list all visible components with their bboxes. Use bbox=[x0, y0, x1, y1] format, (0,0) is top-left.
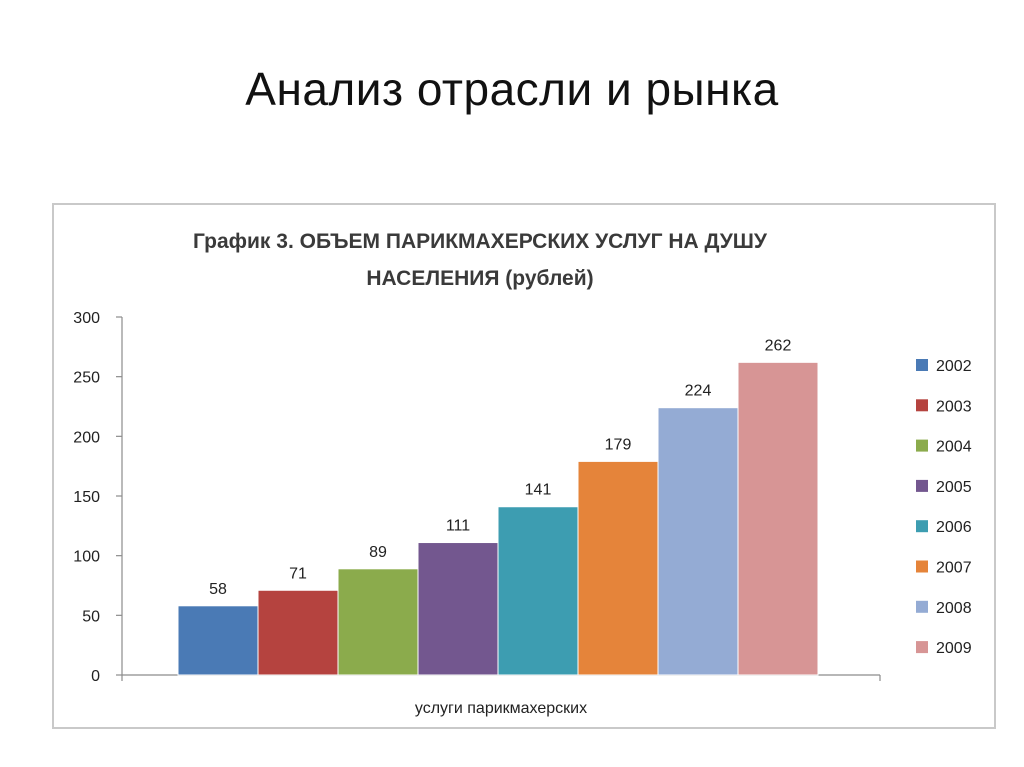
legend-swatch-2002 bbox=[916, 359, 928, 371]
y-tick-label: 200 bbox=[73, 429, 100, 446]
legend-label-2008: 2008 bbox=[936, 600, 972, 617]
legend-swatch-2008 bbox=[916, 600, 928, 613]
bar-2003 bbox=[257, 589, 339, 676]
legend-swatch-2006 bbox=[916, 520, 928, 533]
slide-title: Анализ отрасли и рынка bbox=[245, 63, 779, 115]
legend-swatch-2005 bbox=[916, 479, 928, 492]
legend-label-2005: 2005 bbox=[936, 479, 972, 496]
chart-title-line1: График 3. ОБЪЕМ ПАРИКМАХЕРСКИХ УСЛУГ НА … bbox=[193, 230, 768, 253]
data-label-2008: 224 bbox=[685, 383, 712, 400]
x-axis-label: услуги парикмахерских bbox=[415, 700, 587, 717]
legend-label-2009: 2009 bbox=[936, 640, 972, 657]
legend-label-2004: 2004 bbox=[936, 439, 972, 456]
legend-label-2003: 2003 bbox=[936, 398, 972, 415]
data-label-2002: 58 bbox=[209, 581, 227, 598]
bar-2007 bbox=[577, 460, 659, 676]
legend-label-2002: 2002 bbox=[936, 358, 972, 375]
legend-swatch-2009 bbox=[916, 641, 928, 654]
bar-2005 bbox=[417, 542, 499, 676]
y-tick-label: 50 bbox=[82, 608, 100, 625]
legend-swatch-2003 bbox=[916, 399, 928, 412]
plot-area: 0 50 100 150 200 250 300 58 71 89 111 141 179 224 262 bbox=[73, 310, 881, 685]
chart-frame: График 3. ОБЪЕМ ПАРИКМАХЕРСКИХ УСЛУГ НА … bbox=[52, 203, 996, 729]
y-tick-label: 250 bbox=[73, 370, 100, 387]
legend-swatch-2007 bbox=[916, 560, 928, 573]
bar-2002 bbox=[177, 605, 259, 676]
y-tick-label: 300 bbox=[73, 310, 100, 327]
data-label-2004: 89 bbox=[369, 544, 387, 561]
data-label-2009: 262 bbox=[765, 337, 792, 354]
bar-chart: График 3. ОБЪЕМ ПАРИКМАХЕРСКИХ УСЛУГ НА … bbox=[73, 230, 972, 717]
data-label-2007: 179 bbox=[605, 436, 632, 453]
legend-swatch-2004 bbox=[916, 439, 928, 452]
data-label-2005: 111 bbox=[446, 518, 470, 535]
chart-title-line2: НАСЕЛЕНИЯ (рублей) bbox=[366, 267, 593, 290]
y-tick-label: 0 bbox=[91, 668, 100, 685]
legend-label-2006: 2006 bbox=[936, 519, 972, 536]
y-tick-label: 100 bbox=[73, 549, 100, 566]
data-label-2003: 71 bbox=[289, 565, 307, 582]
data-label-2006: 141 bbox=[525, 482, 552, 499]
legend: 2002 2003 2004 2005 2006 2007 2008 2009 bbox=[916, 358, 972, 657]
bar-2008 bbox=[657, 407, 739, 676]
bar-2009 bbox=[737, 361, 819, 676]
y-tick-label: 150 bbox=[73, 489, 100, 506]
bar-2006 bbox=[497, 506, 579, 676]
bar-2004 bbox=[337, 568, 419, 676]
legend-label-2007: 2007 bbox=[936, 560, 972, 577]
